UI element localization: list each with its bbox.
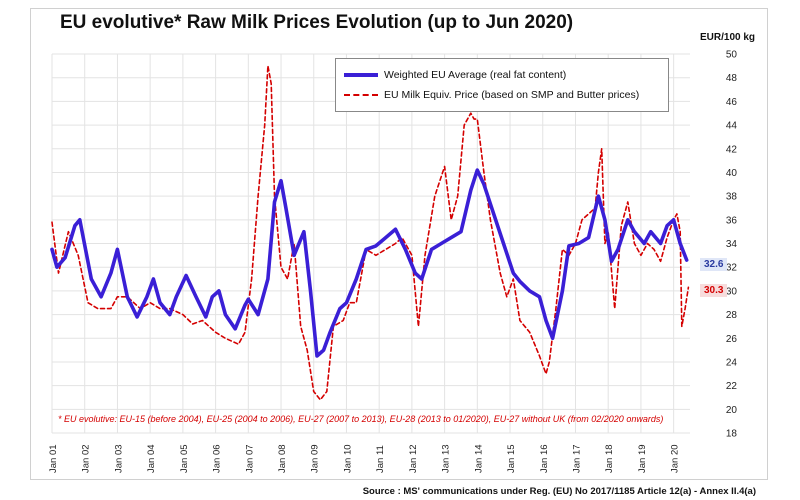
y-axis-ticks: 18 20 22 24 26 28 30 32 34 36 38 40 42 44 46 48 50 bbox=[726, 50, 738, 440]
legend-swatch-solid-blue bbox=[344, 73, 378, 77]
x-tick-label: Jan 18 bbox=[604, 444, 615, 473]
legend-label-milk-equiv: EU Milk Equiv. Price (based on SMP and B… bbox=[384, 89, 640, 101]
x-tick-label: Jan 12 bbox=[408, 444, 419, 473]
last-value-badge-equiv: 30.3 bbox=[700, 284, 728, 297]
chart-footnote: * EU evolutive: EU-15 (before 2004), EU-… bbox=[58, 414, 664, 424]
x-tick-label: Jan 06 bbox=[212, 444, 223, 473]
x-tick-label: Jan 09 bbox=[310, 444, 321, 473]
x-tick-label: Jan 07 bbox=[244, 444, 255, 473]
series-line-weighted-average bbox=[50, 168, 689, 358]
x-tick-label: Jan 15 bbox=[506, 444, 517, 473]
legend-item-milk-equiv: EU Milk Equiv. Price (based on SMP and B… bbox=[344, 87, 639, 103]
x-tick-label: Jan 16 bbox=[539, 444, 550, 473]
last-value-badge-average: 32.6 bbox=[700, 258, 728, 271]
y-tick-label: 18 bbox=[726, 429, 738, 440]
series-lines bbox=[50, 65, 690, 401]
x-tick-label: Jan 10 bbox=[342, 444, 353, 473]
legend-swatch-dashed-red bbox=[344, 94, 378, 96]
x-tick-label: Jan 17 bbox=[571, 444, 582, 473]
legend: Weighted EU Average (real fat content) E… bbox=[335, 58, 669, 112]
y-tick-label: 32 bbox=[726, 263, 738, 274]
legend-label-weighted-average: Weighted EU Average (real fat content) bbox=[384, 69, 567, 81]
y-tick-label: 26 bbox=[726, 334, 738, 345]
x-tick-label: Jan 01 bbox=[48, 444, 59, 473]
y-tick-label: 22 bbox=[726, 381, 738, 392]
x-tick-label: Jan 05 bbox=[179, 444, 190, 473]
y-tick-label: 42 bbox=[726, 144, 738, 155]
x-tick-label: Jan 19 bbox=[637, 444, 648, 473]
y-tick-label: 46 bbox=[726, 97, 738, 108]
y-tick-label: 24 bbox=[726, 357, 738, 368]
y-tick-label: 44 bbox=[726, 121, 738, 132]
series-line-milk-equiv bbox=[51, 65, 690, 401]
y-tick-label: 36 bbox=[726, 215, 738, 226]
y-tick-label: 20 bbox=[726, 405, 738, 416]
chart-title: EU evolutive* Raw Milk Prices Evolution … bbox=[60, 12, 574, 33]
x-tick-label: Jan 03 bbox=[113, 444, 124, 473]
chart-source: Source : MS' communications under Reg. (… bbox=[362, 486, 756, 497]
y-tick-label: 28 bbox=[726, 310, 738, 321]
x-axis-ticks: Jan 01 Jan 02 Jan 03 Jan 04 Jan 05 Jan 06 Jan … bbox=[48, 444, 681, 473]
legend-item-weighted-average: Weighted EU Average (real fat content) bbox=[344, 67, 566, 83]
x-tick-label: Jan 02 bbox=[81, 444, 92, 473]
x-tick-label: Jan 20 bbox=[670, 444, 681, 473]
y-tick-label: 48 bbox=[726, 73, 738, 84]
x-tick-label: Jan 13 bbox=[441, 444, 452, 473]
y-tick-label: 38 bbox=[726, 192, 738, 203]
x-tick-label: Jan 04 bbox=[146, 444, 157, 473]
y-tick-label: 30 bbox=[726, 286, 738, 297]
y-axis-unit-label: EUR/100 kg bbox=[700, 32, 756, 43]
x-tick-label: Jan 11 bbox=[375, 445, 386, 473]
y-tick-label: 50 bbox=[726, 50, 738, 61]
y-tick-label: 40 bbox=[726, 168, 738, 179]
x-tick-label: Jan 08 bbox=[277, 444, 288, 473]
x-tick-label: Jan 14 bbox=[473, 444, 484, 473]
y-tick-label: 34 bbox=[726, 239, 738, 250]
